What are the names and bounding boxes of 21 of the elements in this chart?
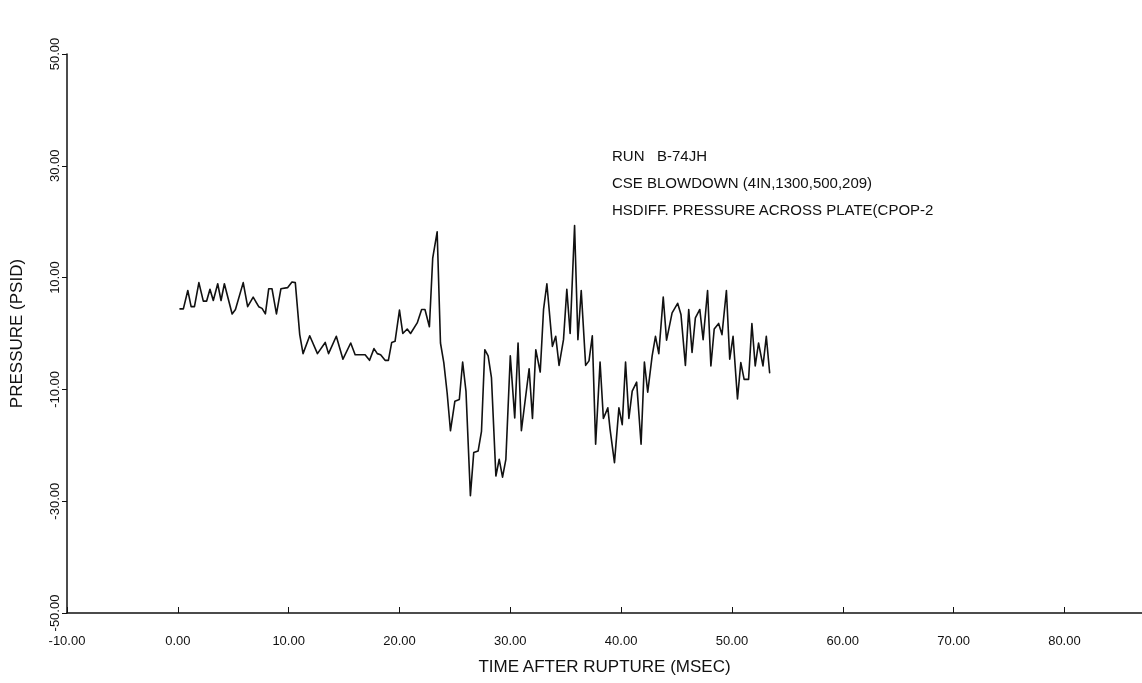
annotation: RUN B-74JH: [612, 147, 708, 164]
y-tick-label: -30.00: [47, 482, 62, 520]
x-tick-label: 0.00: [165, 633, 191, 648]
x-tick-label: 50.00: [715, 633, 749, 648]
x-axis-title: TIME AFTER RUPTURE (MSEC): [478, 657, 731, 676]
x-tick-label: 10.00: [272, 633, 305, 648]
x-tick-label: 20.00: [383, 633, 416, 648]
y-axis-title: PRESSURE (PSID): [7, 258, 26, 409]
line-series: [179, 224, 771, 497]
x-tick-label: 40.00: [604, 633, 638, 648]
x-tick-label: 70.00: [937, 633, 970, 648]
y-tick-label: -10.00: [47, 370, 62, 408]
y-tick-label: 30.00: [47, 149, 62, 183]
y-tick-label: 50.00: [47, 37, 62, 71]
annotation: HSDIFF. PRESSURE ACROSS PLATE(CPOP-2: [612, 201, 934, 218]
y-tick-label: -50.00: [47, 594, 62, 632]
x-tick-label: 80.00: [1048, 633, 1081, 648]
x-tick-label: 30.00: [494, 633, 527, 648]
annotation: CSE BLOWDOWN (4IN,1300,500,209): [612, 174, 873, 191]
y-tick-label: 10.00: [47, 261, 62, 294]
x-tick-label: 60.00: [826, 633, 860, 648]
